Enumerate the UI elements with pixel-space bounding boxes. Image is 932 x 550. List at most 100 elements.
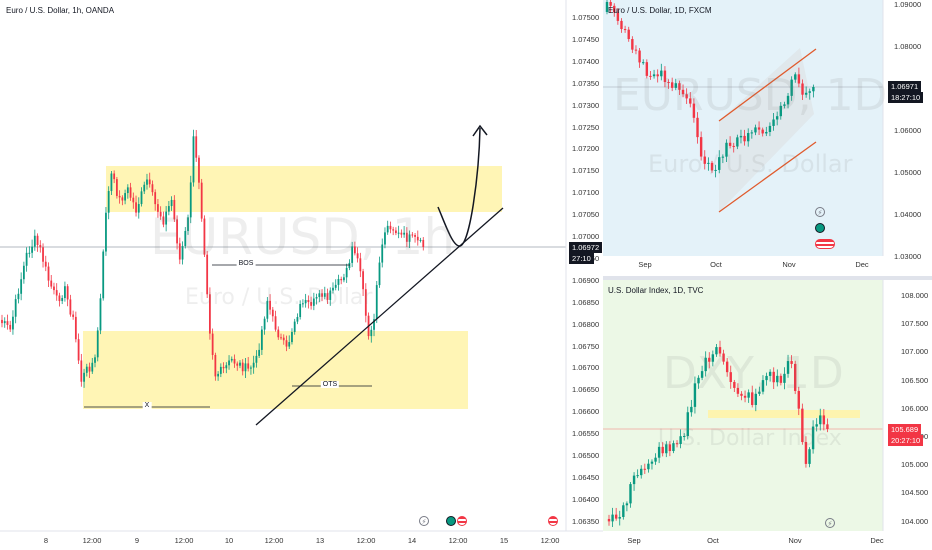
candle-body[interactable] [203, 218, 206, 255]
main-chart-svg[interactable] [0, 0, 603, 550]
candle-body[interactable] [337, 278, 340, 285]
candle-body[interactable] [779, 105, 782, 117]
candle-body[interactable] [790, 361, 793, 364]
eurusd-earnings-icon[interactable] [815, 223, 825, 233]
candle-body[interactable] [280, 337, 282, 339]
candle-body[interactable] [758, 391, 761, 394]
candle-body[interactable] [618, 516, 621, 519]
candle-body[interactable] [252, 362, 255, 368]
candle-body[interactable] [826, 424, 829, 429]
candle-body[interactable] [69, 299, 72, 315]
lightning-icon[interactable]: ⚡ [419, 516, 429, 526]
candle-body[interactable] [230, 358, 233, 361]
candle-body[interactable] [288, 342, 291, 347]
earnings-icon[interactable] [446, 516, 456, 526]
candle-body[interactable] [765, 375, 768, 381]
candle-body[interactable] [403, 232, 406, 235]
candle-body[interactable] [96, 330, 99, 358]
candle-body[interactable] [307, 300, 310, 303]
candle-body[interactable] [99, 298, 102, 331]
candle-body[interactable] [375, 285, 378, 320]
candle-body[interactable] [47, 266, 50, 281]
candle-body[interactable] [783, 373, 786, 383]
candle-body[interactable] [159, 211, 162, 217]
candle-body[interactable] [736, 387, 740, 394]
dxy-chart-svg[interactable] [603, 280, 932, 550]
candle-body[interactable] [236, 363, 239, 366]
candle-body[interactable] [708, 357, 711, 362]
candle-body[interactable] [373, 319, 375, 330]
candle-body[interactable] [356, 253, 359, 259]
candle-body[interactable] [790, 79, 793, 96]
candle-body[interactable] [419, 239, 422, 241]
candle-body[interactable] [225, 365, 228, 369]
candle-body[interactable] [381, 244, 384, 263]
candle-body[interactable] [685, 94, 688, 99]
candle-body[interactable] [137, 204, 140, 213]
candle-body[interactable] [6, 321, 9, 325]
candle-body[interactable] [649, 75, 652, 77]
eurusd-chart-svg[interactable] [603, 0, 932, 276]
candle-body[interactable] [148, 179, 151, 185]
candle-body[interactable] [729, 372, 732, 382]
candle-body[interactable] [233, 358, 236, 364]
candle-body[interactable] [681, 89, 685, 95]
candle-body[interactable] [686, 412, 689, 437]
candle-body[interactable] [170, 199, 173, 207]
candle-body[interactable] [359, 258, 362, 272]
candle-body[interactable] [181, 246, 184, 260]
candle-body[interactable] [121, 197, 124, 201]
candle-body[interactable] [222, 366, 225, 369]
candle-body[interactable] [643, 468, 647, 470]
candle-body[interactable] [113, 173, 116, 180]
candle-body[interactable] [692, 103, 696, 118]
candle-body[interactable] [94, 357, 96, 363]
candle-body[interactable] [395, 230, 397, 234]
candle-body[interactable] [728, 142, 732, 146]
candle-body[interactable] [187, 217, 189, 231]
candle-body[interactable] [765, 131, 768, 134]
candle-body[interactable] [647, 463, 650, 470]
candle-body[interactable] [747, 133, 750, 142]
candle-body[interactable] [629, 484, 632, 504]
candle-body[interactable] [609, 1, 612, 6]
candle-body[interactable] [657, 446, 661, 458]
candle-body[interactable] [61, 298, 64, 302]
candle-body[interactable] [244, 363, 247, 372]
candle-body[interactable] [271, 309, 274, 317]
candle-body[interactable] [652, 74, 656, 77]
candle-body[interactable] [332, 287, 334, 291]
candle-body[interactable] [654, 457, 657, 462]
candle-body[interactable] [247, 363, 250, 369]
candle-body[interactable] [74, 316, 77, 340]
candle-body[interactable] [28, 252, 31, 254]
candle-body[interactable] [711, 354, 715, 362]
candle-body[interactable] [642, 62, 645, 64]
candle-body[interactable] [747, 392, 750, 398]
candle-body[interactable] [162, 216, 165, 225]
candle-body[interactable] [660, 70, 663, 77]
candle-body[interactable] [118, 195, 121, 198]
candle-body[interactable] [622, 505, 625, 517]
candle-body[interactable] [258, 349, 261, 356]
candle-body[interactable] [167, 206, 170, 212]
candle-body[interactable] [83, 372, 85, 382]
candle-body[interactable] [132, 197, 135, 203]
candle-body[interactable] [277, 329, 280, 338]
candle-body[interactable] [689, 98, 692, 104]
candle-body[interactable] [786, 361, 790, 374]
candle-body[interactable] [274, 316, 277, 330]
candle-body[interactable] [783, 104, 786, 106]
candle-body[interactable] [682, 436, 686, 438]
candle-body[interactable] [176, 219, 178, 244]
candle-body[interactable] [743, 135, 746, 142]
candle-body[interactable] [775, 116, 779, 120]
candle-body[interactable] [812, 87, 815, 92]
candle-body[interactable] [663, 70, 667, 83]
candle-body[interactable] [822, 415, 826, 425]
candle-body[interactable] [715, 347, 718, 355]
candle-body[interactable] [22, 265, 25, 280]
candle-body[interactable] [634, 49, 638, 51]
candle-body[interactable] [241, 362, 244, 372]
candle-body[interactable] [405, 232, 408, 242]
